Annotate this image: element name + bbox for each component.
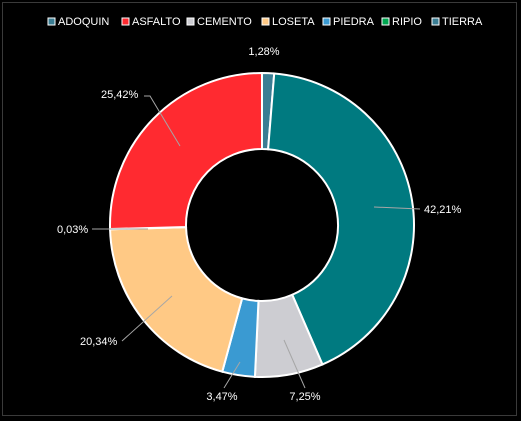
legend-swatch-ripio [381,17,390,26]
legend-label-piedra: PIEDRA [333,16,375,28]
legend-label-asfalto: ASFALTO [132,16,181,28]
legend: ADOQUIN ASFALTO CEMENTO LOSETA PIEDRA RIPIO TI… [47,16,483,28]
legend-label-ripio: RIPIO [392,16,422,28]
data-label-loseta: 20,34% [80,336,118,348]
data-label-piedra: 3,47% [206,391,237,403]
legend-label-tierra: TIERRA [442,16,483,28]
legend-label-loseta: LOSETA [272,16,315,28]
data-labels: 1,28% 42,21% 7,25% 3,47% 20,34% 0,03% 25,42% [57,46,462,403]
legend-swatch-adoquin [47,17,56,26]
legend-swatch-cemento [186,17,195,26]
data-label-ripio: 0,03% [57,224,88,236]
slice-asfalto [109,71,263,231]
legend-swatch-tierra [431,17,440,26]
legend-swatch-asfalto [121,17,130,26]
leader-line-piedra [223,361,241,389]
leader-line-tierra [373,206,421,210]
slice-tierra [267,72,415,366]
leader-line-asfalto [144,95,181,147]
legend-swatch-loseta [261,17,270,26]
slice-loseta [109,226,244,373]
legend-label-adoquin: ADOQUIN [58,16,109,28]
leader-line-loseta [121,295,173,342]
data-label-asfalto: 25,42% [101,89,139,101]
leader-line-cemento [283,339,306,389]
data-label-adoquin: 1,28% [248,46,279,58]
legend-label-cemento: CEMENTO [197,16,252,28]
data-label-tierra: 42,21% [424,204,462,216]
data-label-cemento: 7,25% [289,391,320,403]
legend-swatch-piedra [322,17,331,26]
donut-slices [109,71,415,378]
